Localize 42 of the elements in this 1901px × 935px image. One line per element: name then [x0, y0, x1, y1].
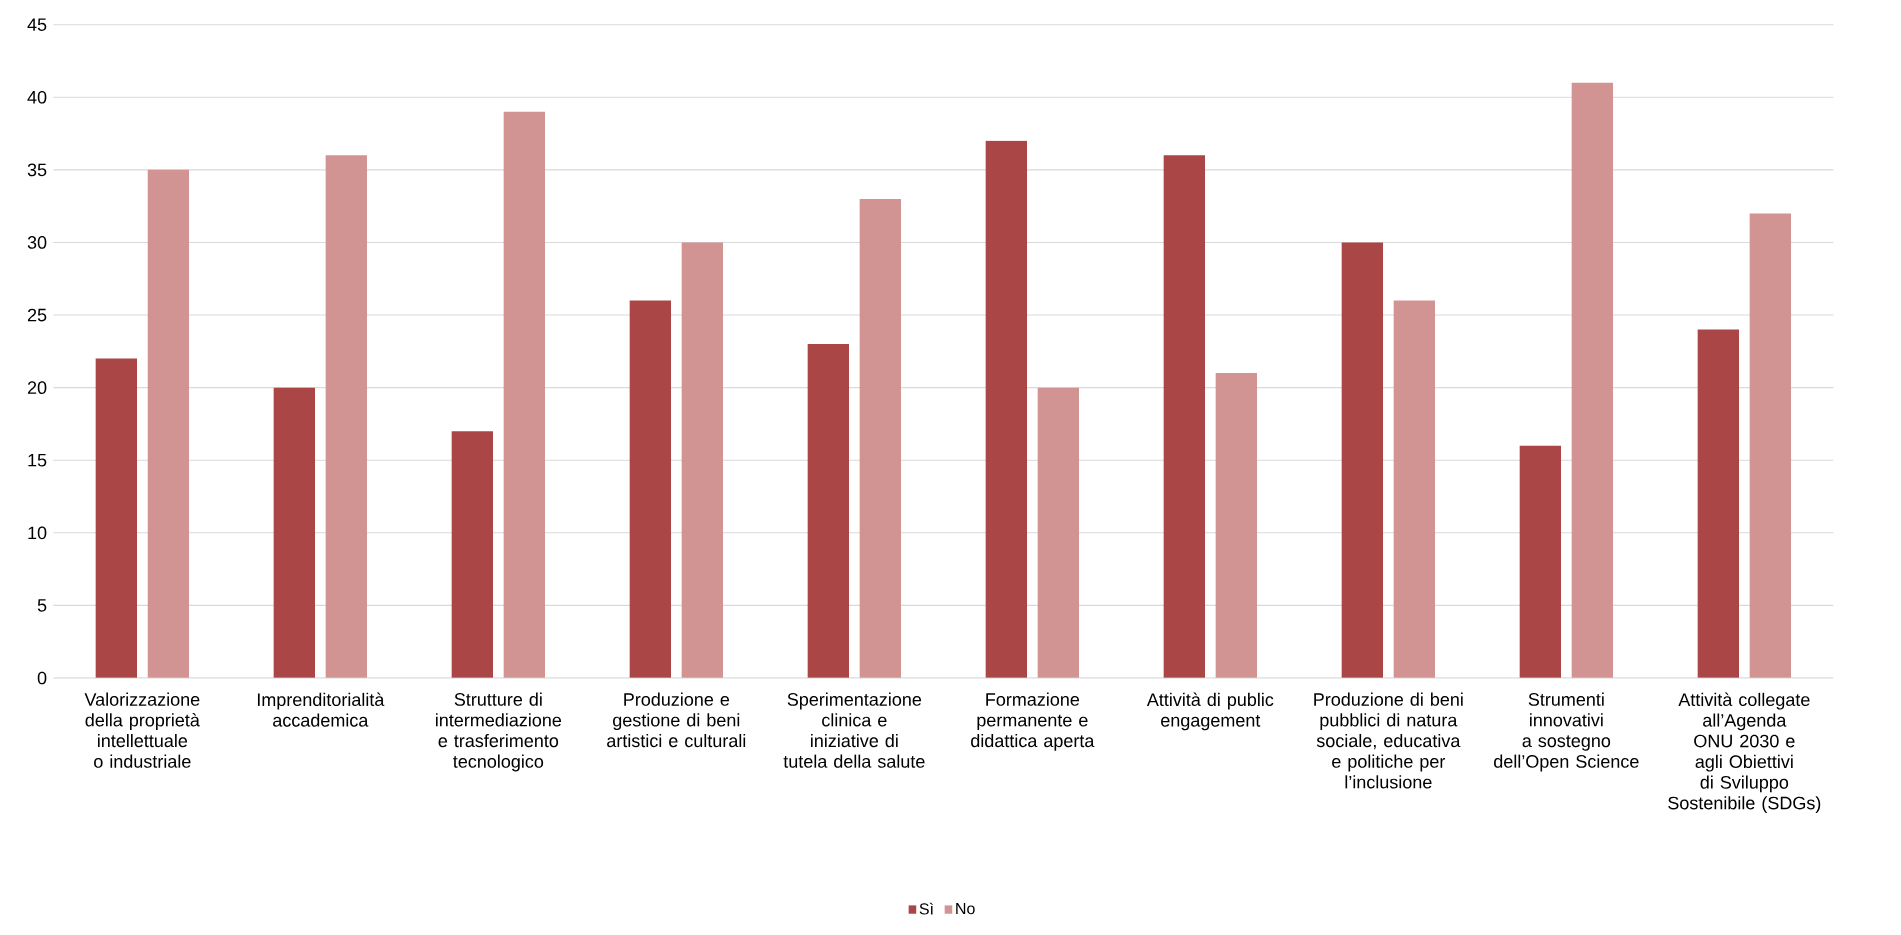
y-tick-label: 10 — [28, 526, 47, 540]
x-tick-label: Valorizzazione della proprietà intellettuale o industriale — [84, 692, 200, 768]
bar — [1215, 373, 1258, 678]
y-tick-label: 45 — [27, 18, 47, 31]
y-tick-label: 5 — [37, 599, 47, 612]
bar — [629, 300, 672, 678]
bar — [273, 387, 315, 678]
x-tick-label: Sperimentazione clinica e iniziative di tutela della salute — [783, 692, 925, 768]
x-tick-label: Attività collegate all’Agenda ONU 2030 e agli Obiettivi di Sviluppo Sostenibile (SDGs) — [1668, 692, 1821, 813]
x-tick-label: Produzione e gestione di beni artistici e culturali — [607, 692, 746, 748]
legend-label: No — [956, 903, 975, 915]
x-tick-label: Imprenditorialità accademica — [257, 692, 385, 727]
y-tick-label: 35 — [27, 163, 47, 177]
y-tick-label: 20 — [27, 381, 47, 394]
bar — [1571, 82, 1614, 678]
bar — [1393, 300, 1436, 678]
y-tick-label: 30 — [27, 236, 47, 249]
y-tick-label: 25 — [27, 308, 47, 322]
bar — [859, 198, 902, 678]
bar — [95, 358, 137, 678]
bar — [147, 169, 190, 678]
legend-label: Sì — [919, 902, 933, 915]
bar — [681, 242, 724, 678]
x-tick-label: Strumenti innovativi a sostegno dell’Open Science — [1494, 692, 1639, 772]
bar — [1697, 329, 1740, 678]
bar — [1163, 155, 1206, 678]
x-tick-label: Produzione di beni pubblici di natura sociale, educativa e politiche per l’inclusione — [1314, 692, 1463, 789]
bar — [503, 111, 546, 678]
x-tick-label: Formazione permanente e didattica aperta — [971, 692, 1095, 751]
x-tick-label: Attività di public engagement — [1146, 692, 1274, 731]
y-tick-label: 15 — [28, 453, 47, 467]
x-tick-label: Strutture di intermediazione e trasferimento tecnologico — [436, 692, 562, 772]
bar — [1037, 387, 1080, 678]
bar — [1341, 242, 1384, 678]
bar — [1749, 213, 1792, 678]
bar — [807, 344, 850, 678]
bar — [985, 140, 1028, 678]
y-tick-label: 0 — [37, 671, 47, 685]
bar — [451, 431, 494, 678]
y-tick-label: 40 — [27, 90, 47, 104]
bar — [325, 155, 367, 678]
bar — [1519, 445, 1562, 678]
